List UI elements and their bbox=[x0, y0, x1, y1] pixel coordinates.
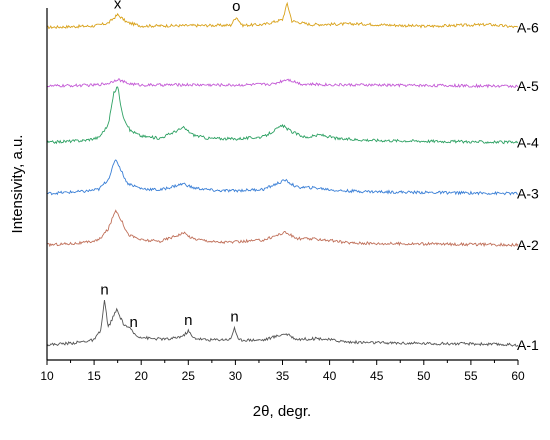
series-label-a-3: A-3 bbox=[517, 186, 539, 202]
x-tick-label: 60 bbox=[511, 369, 525, 383]
x-tick-label: 40 bbox=[323, 369, 337, 383]
series-label-a-2: A-2 bbox=[517, 237, 539, 253]
series-label-a-6: A-6 bbox=[517, 19, 539, 35]
series-label-a-4: A-4 bbox=[517, 135, 539, 151]
x-ticks: 10 15 20 25 30 35 40 45 50 55 60 bbox=[40, 360, 525, 383]
x-tick-label: 10 bbox=[40, 369, 54, 383]
peak-annotation-n: n bbox=[100, 282, 108, 299]
x-tick-label: 35 bbox=[276, 369, 290, 383]
x-tick-label: 55 bbox=[464, 369, 478, 383]
traces bbox=[46, 1, 519, 347]
peak-annotations: x o o n n n n bbox=[100, 0, 291, 331]
peak-annotation-x: x bbox=[114, 0, 122, 13]
trace-a-1 bbox=[46, 299, 519, 347]
series-labels: A-6 A-5 A-4 A-3 A-2 A-1 bbox=[517, 19, 539, 353]
x-tick-label: 50 bbox=[417, 369, 431, 383]
peak-annotation-n: n bbox=[130, 314, 138, 331]
x-tick-label: 30 bbox=[229, 369, 243, 383]
peak-annotation-o: o bbox=[232, 0, 240, 15]
series-label-a-5: A-5 bbox=[517, 78, 539, 94]
trace-a-4 bbox=[46, 86, 519, 145]
trace-a-3 bbox=[46, 159, 519, 196]
y-axis-title: Intensivity, a.u. bbox=[9, 135, 26, 234]
trace-a-6 bbox=[46, 1, 519, 30]
x-axis-title: 2θ, degr. bbox=[253, 403, 311, 420]
x-tick-label: 45 bbox=[370, 369, 384, 383]
x-tick-label: 15 bbox=[87, 369, 101, 383]
peak-annotation-n: n bbox=[230, 308, 238, 325]
trace-a-5 bbox=[46, 78, 519, 89]
x-tick-label: 20 bbox=[135, 369, 149, 383]
trace-a-2 bbox=[46, 209, 519, 248]
peak-annotation-o: o bbox=[283, 0, 291, 1]
series-label-a-1: A-1 bbox=[517, 337, 539, 353]
x-tick-label: 25 bbox=[182, 369, 196, 383]
peak-annotation-n: n bbox=[184, 312, 192, 329]
